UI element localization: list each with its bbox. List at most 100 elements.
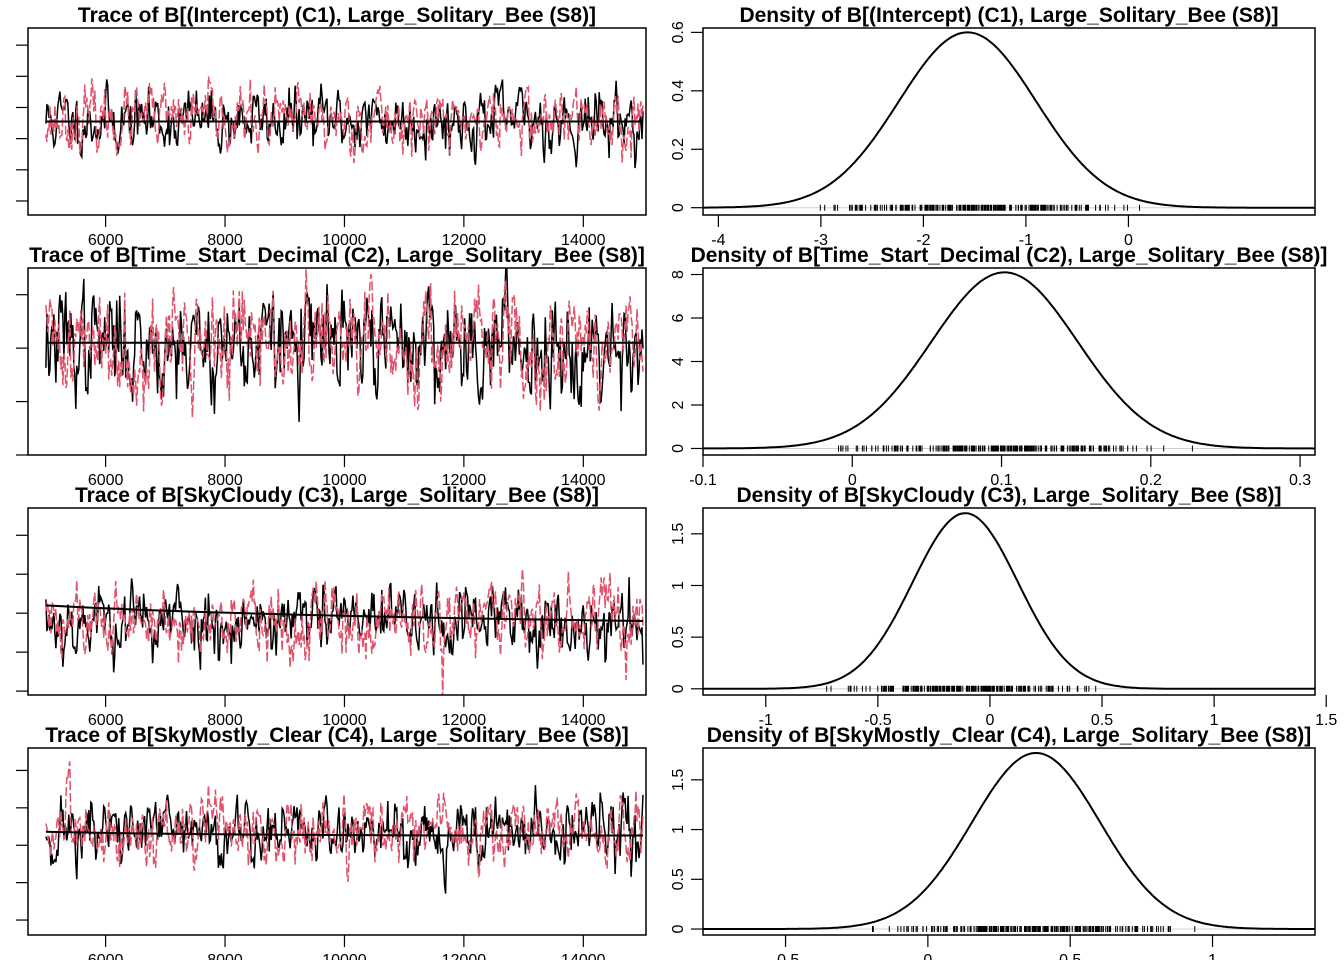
- panel-title: Trace of B[SkyMostly_Clear (C4), Large_S…: [45, 724, 629, 747]
- y-tick-label: 0: [670, 924, 687, 933]
- plot-area: [703, 512, 1315, 692]
- x-tick-label: 12000: [442, 472, 487, 489]
- panel-title: Trace of B[SkyCloudy (C3), Large_Solitar…: [75, 484, 599, 507]
- y-tick-label: 0.2: [670, 138, 687, 160]
- y-tick-label: 0.6: [670, 21, 687, 43]
- plot-frame: [27, 507, 647, 696]
- y-tick-label: 2: [670, 400, 687, 409]
- x-tick-label: 6000: [88, 232, 124, 249]
- plot-frame: [27, 267, 647, 456]
- x-tick-label: 10000: [322, 232, 367, 249]
- y-tick-label: 0.5: [670, 868, 687, 890]
- x-tick-label: 14000: [561, 232, 606, 249]
- trace-series-2: [45, 568, 644, 695]
- trace-series-1: [45, 268, 644, 422]
- y-tick-label: 1.5: [670, 769, 687, 791]
- x-tick-label: 12000: [442, 712, 487, 729]
- panel-title: Trace of B[Time_Start_Decimal (C2), Larg…: [29, 244, 645, 267]
- y-tick-label: 0: [670, 684, 687, 693]
- x-tick-label: 12000: [442, 952, 487, 960]
- trace-smooth-line: [45, 604, 644, 622]
- x-tick-label: -0.5: [864, 712, 892, 729]
- x-tick-label: 1: [1208, 952, 1217, 960]
- y-tick-label: 1.5: [670, 523, 687, 545]
- plot-area: [45, 268, 644, 422]
- plot-area: [703, 271, 1315, 452]
- plot-frame: [27, 27, 647, 216]
- y-tick-label: 0: [670, 203, 687, 212]
- panel-density-c4: 0 0.5 1 1.5 -0.5 0 0.5 1 Density of B[SkyMostly_…: [670, 724, 1316, 960]
- y-tick-label: 1: [670, 825, 687, 834]
- panel-density-c3: 0 0.5 1 1.5 -1 -0.5 0 0.5 1 1.5 Density of B[SkyCl…: [670, 484, 1337, 729]
- panel-title: Density of B[SkyCloudy (C3), Large_Solit…: [737, 484, 1282, 507]
- x-tick-label: 0.1: [990, 472, 1012, 489]
- plot-frame: [702, 747, 1316, 936]
- x-tick-label: 0: [848, 472, 857, 489]
- plot-area: [45, 76, 644, 169]
- x-tick-label: -4: [711, 232, 725, 249]
- x-tick-label: -3: [814, 232, 828, 249]
- x-tick-label: 6000: [88, 712, 124, 729]
- plot-area: [703, 752, 1315, 932]
- x-tick-label: 8000: [207, 712, 243, 729]
- y-tick-label: 6: [670, 313, 687, 322]
- x-tick-label: -1: [759, 712, 773, 729]
- y-tick-label: 1: [670, 581, 687, 590]
- x-tick-label: 14000: [561, 952, 606, 960]
- panel-title: Trace of B[(Intercept) (C1), Large_Solit…: [78, 4, 596, 27]
- x-tick-label: 14000: [561, 712, 606, 729]
- plot-area: [703, 31, 1315, 211]
- x-tick-label: 0.2: [1140, 472, 1162, 489]
- rug-marks: [838, 445, 1193, 452]
- panel-density-c2: 0 2 4 6 8 -0.1 0 0.1 0.2 0.3 Density of B[Time_Sta…: [670, 244, 1327, 489]
- plot-frame: [702, 507, 1316, 696]
- x-tick-label: 1: [1210, 712, 1219, 729]
- x-tick-label: -1: [1019, 232, 1033, 249]
- rug-marks: [819, 204, 1140, 211]
- panel-title: Density of B[(Intercept) (C1), Large_Sol…: [739, 4, 1278, 27]
- plot-area: [45, 568, 644, 695]
- panel-title: Density of B[Time_Start_Decimal (C2), La…: [691, 244, 1328, 267]
- panel-trace-c3: 6000 8000 10000 12000 14000 Trace of B[SkyClo…: [16, 484, 647, 729]
- x-tick-label: 8000: [207, 232, 243, 249]
- x-tick-label: -0.1: [689, 472, 717, 489]
- trace-series-1: [45, 577, 644, 673]
- trace-smooth-line: [45, 830, 644, 837]
- x-tick-label: 0.3: [1289, 472, 1311, 489]
- x-tick-label: 10000: [322, 952, 367, 960]
- panel-trace-c2: 6000 8000 10000 12000 14000 Trace of B[Time_S…: [16, 244, 647, 489]
- y-tick-label: 4: [670, 357, 687, 366]
- density-curve: [703, 271, 1315, 450]
- x-tick-label: 10000: [322, 472, 367, 489]
- trace-series-2: [45, 269, 644, 418]
- x-tick-label: 0.5: [1059, 952, 1081, 960]
- panel-density-c1: 0 0.2 0.4 0.6 -4 -3 -2 -1 0 Density of B[(Interce…: [670, 4, 1316, 249]
- x-tick-label: 8000: [207, 952, 243, 960]
- x-tick-label: 0: [923, 952, 932, 960]
- density-curve: [703, 31, 1315, 209]
- panel-title: Density of B[SkyMostly_Clear (C4), Large…: [707, 724, 1312, 747]
- density-curve: [703, 752, 1315, 930]
- x-tick-label: 6000: [88, 472, 124, 489]
- x-tick-label: 0.5: [1091, 712, 1113, 729]
- x-tick-label: 0: [1124, 232, 1133, 249]
- rug-marks: [826, 685, 1097, 692]
- panel-trace-c4: 6000 8000 10000 12000 14000 Trace of B[SkyMos…: [16, 724, 647, 960]
- x-tick-label: 12000: [442, 232, 487, 249]
- x-tick-label: -2: [916, 232, 930, 249]
- trace-series-2: [45, 761, 644, 883]
- plot-frame: [27, 747, 647, 936]
- panel-trace-c1: 6000 8000 10000 12000 14000 Trace of B[(Inter…: [16, 4, 647, 249]
- y-tick-label: 8: [670, 270, 687, 279]
- y-tick-label: 0: [670, 444, 687, 453]
- x-tick-label: 0: [985, 712, 994, 729]
- plot-frame: [702, 27, 1316, 216]
- y-tick-label: 0.5: [670, 626, 687, 648]
- x-tick-label: 1.5: [1315, 712, 1337, 729]
- rug-marks: [872, 926, 1196, 932]
- x-tick-label: 8000: [207, 472, 243, 489]
- y-tick-label: 0.4: [670, 80, 687, 102]
- x-tick-label: 10000: [322, 712, 367, 729]
- x-tick-label: -0.5: [772, 952, 800, 960]
